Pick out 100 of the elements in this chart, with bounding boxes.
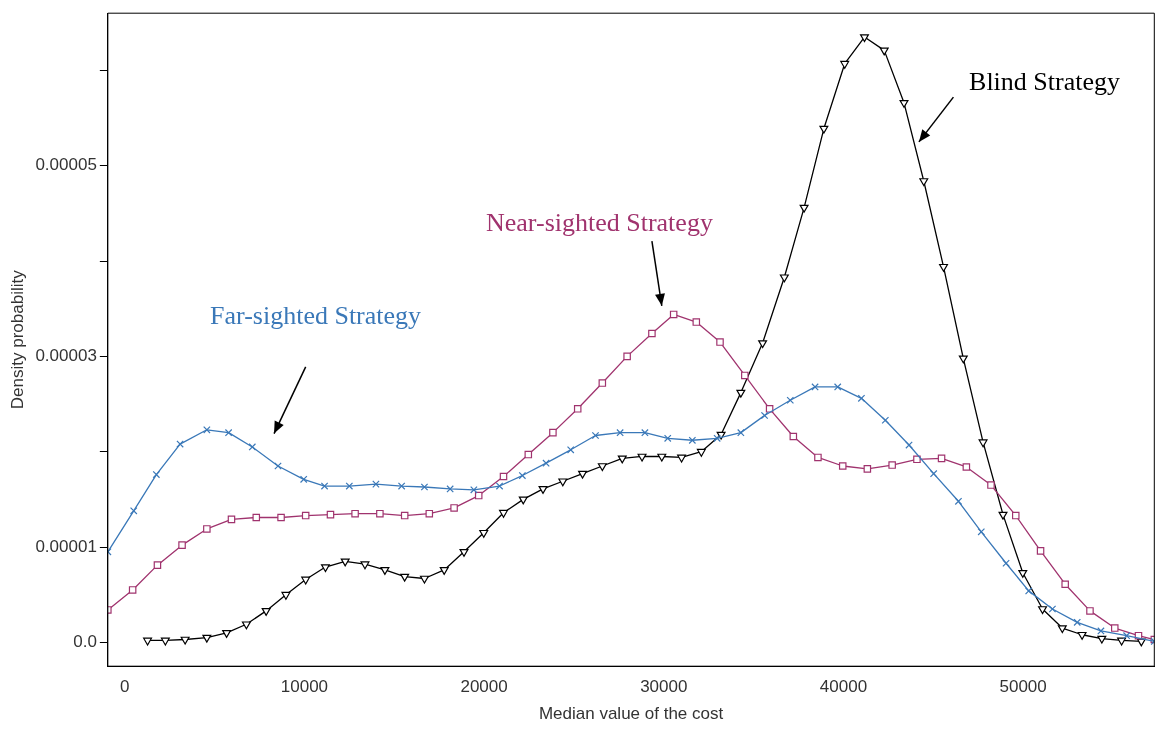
- point: [380, 567, 390, 576]
- point: [939, 263, 949, 272]
- point: [1061, 580, 1069, 588]
- point: [376, 509, 384, 518]
- point: [597, 463, 607, 472]
- point: [954, 497, 963, 506]
- point: [470, 486, 478, 494]
- point: [178, 541, 186, 549]
- point: [978, 439, 988, 448]
- text: Far-sighted Strategy: [210, 301, 422, 332]
- point: [1097, 635, 1107, 644]
- point: [663, 434, 672, 443]
- point: [838, 462, 847, 470]
- point: [1024, 587, 1033, 595]
- point: [1097, 627, 1105, 635]
- point: [657, 453, 667, 462]
- point: [617, 455, 627, 464]
- point: [320, 564, 330, 573]
- point: [578, 470, 588, 479]
- point: [591, 431, 600, 440]
- point: [713, 434, 721, 443]
- point: [623, 352, 631, 361]
- point: [1073, 618, 1081, 627]
- point: [696, 448, 706, 457]
- point: [425, 509, 434, 518]
- point: [688, 436, 697, 445]
- point: [1117, 637, 1127, 646]
- point: [736, 389, 746, 398]
- point: [637, 453, 647, 462]
- point: [400, 511, 409, 520]
- point: [301, 576, 311, 585]
- point: [1048, 605, 1057, 613]
- point: [549, 428, 557, 437]
- point: [202, 634, 212, 643]
- point: [987, 481, 995, 489]
- point: [716, 338, 724, 346]
- point: [758, 340, 768, 349]
- point: [542, 459, 550, 467]
- point: [345, 482, 354, 490]
- point: [598, 379, 607, 387]
- point: [538, 486, 548, 494]
- point: [495, 482, 504, 490]
- point: [1011, 511, 1020, 520]
- point: [176, 440, 184, 448]
- point: [420, 483, 429, 491]
- point: [573, 405, 582, 413]
- point: [786, 396, 795, 405]
- point: [863, 465, 872, 473]
- point: [779, 274, 789, 283]
- point: [340, 558, 350, 567]
- point: [977, 528, 986, 536]
- point: [1086, 607, 1094, 615]
- y-axis-title: Density probability: [7, 269, 27, 410]
- point: [397, 482, 406, 490]
- point: [524, 450, 533, 459]
- y-tick-label: 0.00003: [35, 346, 97, 366]
- point: [1038, 606, 1048, 615]
- point: [128, 586, 137, 594]
- point: [459, 548, 469, 557]
- point: [277, 513, 285, 522]
- x-tick-label: 50000: [999, 677, 1047, 697]
- point: [129, 507, 138, 515]
- point: [648, 329, 656, 338]
- point: [518, 496, 528, 505]
- point: [811, 383, 819, 391]
- point: [203, 525, 211, 533]
- point: [372, 480, 380, 488]
- point: [1122, 631, 1131, 640]
- point: [799, 204, 809, 213]
- point: [203, 426, 211, 434]
- point: [224, 428, 233, 437]
- point: [840, 60, 850, 69]
- point: [261, 608, 271, 617]
- point: [320, 482, 329, 490]
- point: [1036, 547, 1045, 555]
- text: Blind Strategy: [969, 66, 1120, 97]
- point: [222, 629, 232, 638]
- point: [859, 34, 869, 43]
- point: [899, 99, 909, 108]
- point: [499, 509, 508, 518]
- point: [692, 318, 701, 326]
- point: [419, 575, 429, 584]
- point: [1110, 624, 1119, 632]
- point: [241, 621, 251, 630]
- point: [160, 637, 170, 646]
- point: [400, 573, 410, 582]
- point: [152, 470, 161, 479]
- point: [962, 463, 971, 471]
- x-tick-label: 0: [120, 677, 130, 697]
- point: [439, 567, 449, 576]
- point: [998, 511, 1008, 520]
- x-tick-label: 10000: [280, 677, 329, 697]
- text: Near-sighted Strategy: [485, 207, 713, 238]
- point: [558, 478, 568, 487]
- point: [919, 178, 929, 187]
- point: [913, 455, 921, 464]
- point: [479, 529, 489, 538]
- point: [518, 471, 527, 480]
- point: [143, 637, 153, 646]
- point: [1057, 625, 1067, 634]
